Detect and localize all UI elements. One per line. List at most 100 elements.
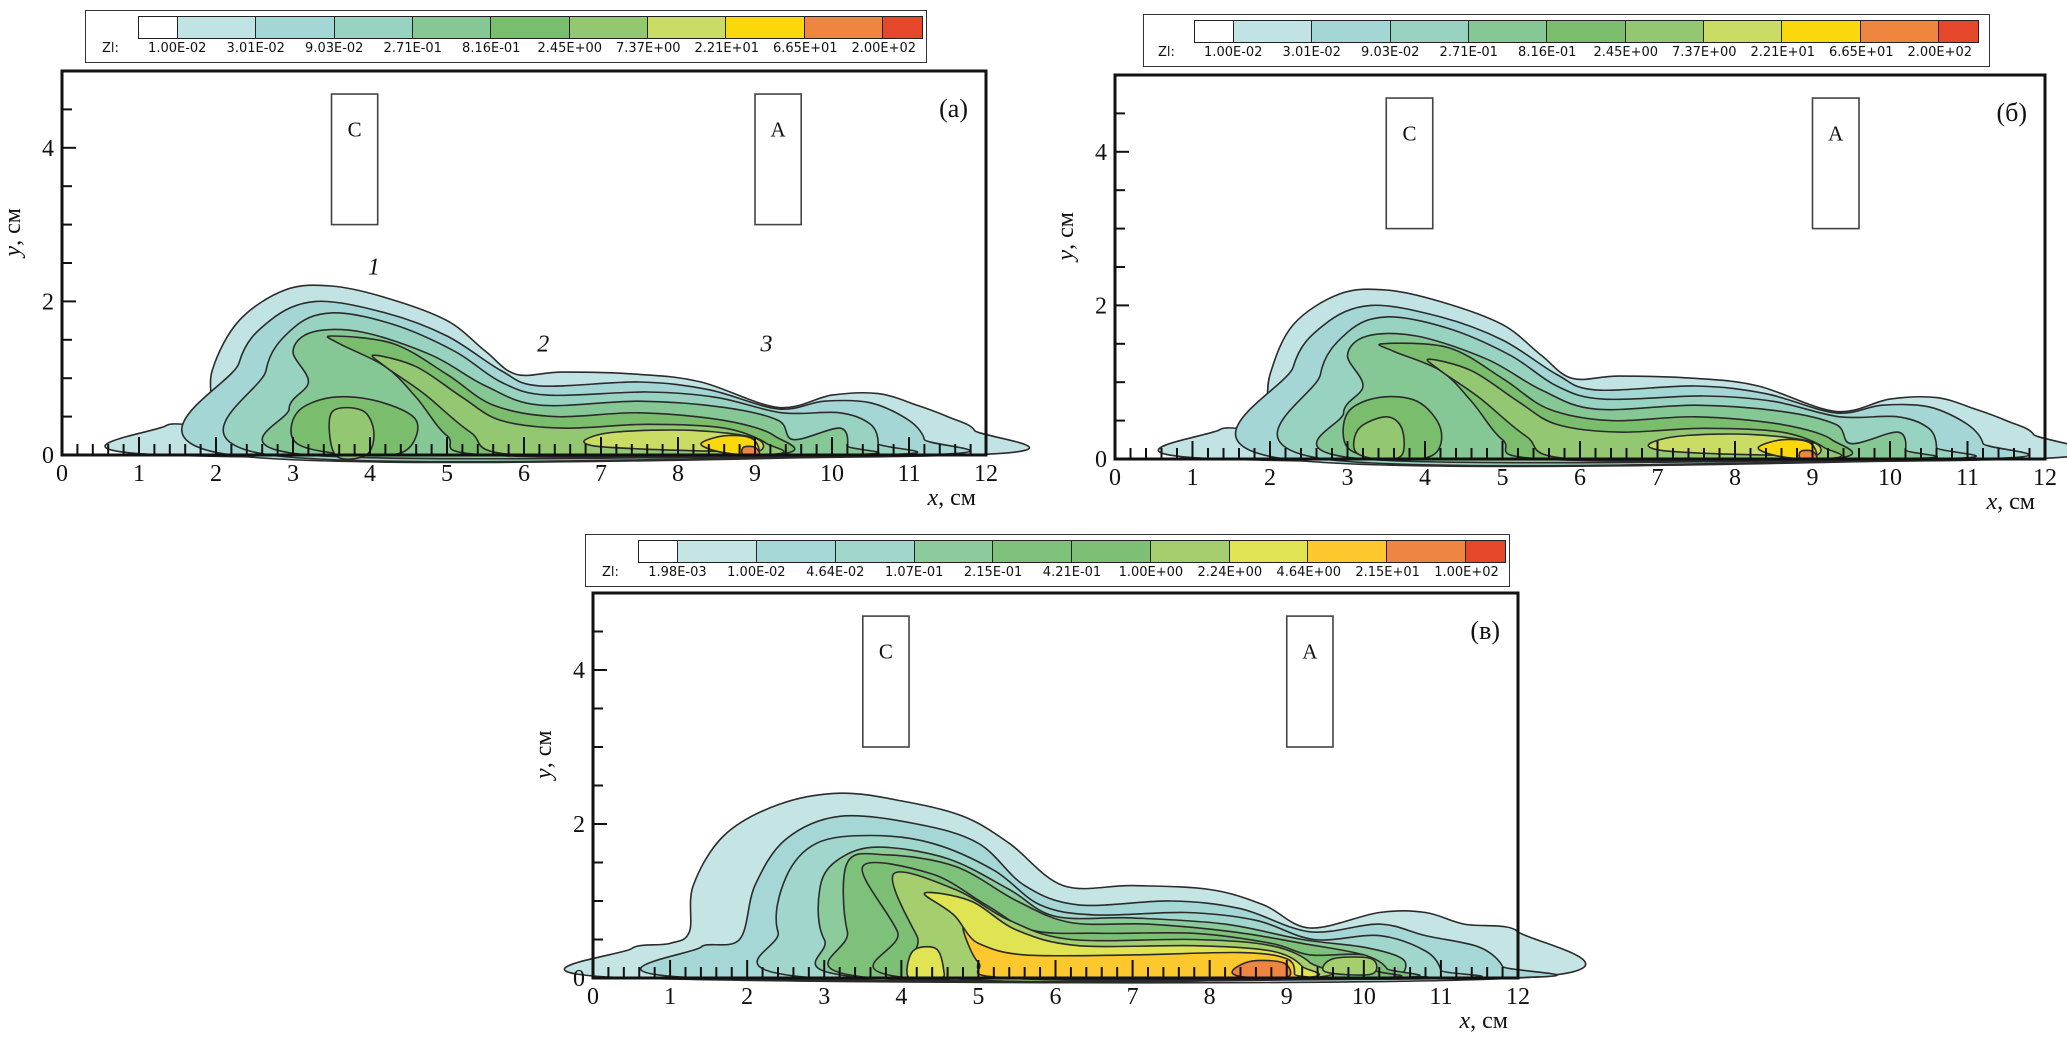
- y-tick-label: 0: [573, 966, 585, 992]
- curve-annotation: 3: [760, 331, 773, 357]
- colorbar-level-label: 6.65E+01: [1828, 45, 1894, 60]
- colorbar-swatch: [882, 17, 922, 38]
- colorbar-legend: Zl: 1.00E-02 3.01E-02 9.03E-02 2.71E-01 8.16E…: [1143, 14, 1990, 67]
- x-axis-title: x, см: [1459, 1008, 1509, 1034]
- colorbar-level-label: 3.01E-02: [226, 41, 285, 56]
- colorbar-swatch: [757, 541, 836, 562]
- colorbar-level-label: 4.64E-02: [806, 565, 865, 580]
- y-tick-label: 2: [1095, 293, 1107, 319]
- curve-annotation: 2: [537, 331, 549, 357]
- colorbar-level-label: 1.07E-01: [884, 565, 944, 580]
- colorbar-level-label: 8.16E-01: [1518, 45, 1577, 60]
- colorbar-swatch: [491, 17, 570, 38]
- x-tick-label: 0: [56, 461, 68, 487]
- x-tick-label: 10: [1878, 465, 1902, 491]
- x-tick-label: 8: [1729, 465, 1741, 491]
- colorbar-level-label: 1.00E-02: [148, 41, 207, 56]
- x-tick-label: 9: [1807, 465, 1819, 491]
- colorbar-level-label: 2.45E+00: [1593, 45, 1659, 60]
- legend-prefix: Zl:: [102, 41, 119, 56]
- colorbar-swatch: [1938, 21, 1978, 42]
- colorbar-swatch: [1150, 541, 1230, 562]
- x-tick-label: 5: [1497, 465, 1509, 491]
- colorbar-level-label: 4.21E-01: [1042, 565, 1102, 580]
- colorbar-level-label: 4.64E+00: [1276, 565, 1342, 580]
- colorbar-level-label: 2.21E+01: [694, 41, 760, 56]
- colorbar-level-label: 1.98E-03: [648, 565, 707, 580]
- electrode-label: A: [771, 117, 787, 141]
- colorbar-swatch: [334, 17, 414, 38]
- electrode-box: [1285, 615, 1334, 748]
- colorbar-swatch: [993, 541, 1073, 562]
- colorbar-swatch: [1860, 21, 1939, 42]
- colorbar-swatch: [1390, 21, 1470, 42]
- colorbar-swatch: [1195, 21, 1235, 42]
- y-axis-title: y, см: [531, 730, 557, 781]
- colorbar-level-label: 9.03E-02: [1361, 45, 1420, 60]
- x-tick-label: 11: [1956, 465, 1979, 491]
- electrode-box: [1385, 97, 1434, 230]
- x-tick-label: 8: [672, 461, 684, 487]
- colorbar-legend: Zl: 1.98E-03 1.00E-02 4.64E-02 1.07E-01 2.15E…: [585, 534, 1510, 587]
- colorbar-swatch: [678, 541, 758, 562]
- colorbar: [1194, 20, 1979, 43]
- colorbar-level-label: 3.01E-02: [1282, 45, 1341, 60]
- x-tick-label: 12: [1506, 984, 1530, 1010]
- x-tick-label: 3: [287, 461, 299, 487]
- colorbar-swatch: [569, 17, 648, 38]
- x-tick-label: 2: [1264, 465, 1276, 491]
- colorbar-swatch: [1072, 541, 1151, 562]
- colorbar-level-label: 2.00E+02: [1907, 45, 1973, 60]
- colorbar-swatch: [1234, 21, 1313, 42]
- x-tick-label: 10: [820, 461, 844, 487]
- x-tick-label: 9: [1281, 984, 1293, 1010]
- contour-regions: [104, 284, 1031, 464]
- colorbar-swatch: [178, 17, 257, 38]
- x-tick-label: 1: [133, 461, 145, 487]
- contour-region: [906, 945, 946, 982]
- contour-regions: [563, 792, 1587, 984]
- x-tick-label: 1: [1187, 465, 1199, 491]
- x-tick-label: 7: [595, 461, 607, 487]
- x-tick-label: 7: [1652, 465, 1664, 491]
- electrode-box: [861, 615, 910, 748]
- colorbar-swatch: [1469, 21, 1548, 42]
- colorbar-legend: Zl: 1.00E-02 3.01E-02 9.03E-02 2.71E-01 8.16E…: [85, 10, 927, 63]
- colorbar-level-label: 1.00E-02: [1204, 45, 1263, 60]
- legend-prefix: Zl:: [1158, 45, 1175, 60]
- colorbar-swatch: [835, 541, 915, 562]
- x-tick-label: 4: [364, 461, 376, 487]
- electrode-box: [1811, 97, 1860, 230]
- legend-prefix: Zl:: [602, 565, 619, 580]
- x-tick-label: 1: [664, 984, 676, 1010]
- x-tick-label: 0: [1109, 465, 1121, 491]
- colorbar-level-label: 2.71E-01: [383, 41, 442, 56]
- y-tick-label: 4: [573, 658, 585, 684]
- electrode-label: A: [1302, 639, 1318, 663]
- x-tick-label: 9: [749, 461, 761, 487]
- colorbar-level-label: 2.71E-01: [1439, 45, 1498, 60]
- colorbar-level-label: 1.00E+02: [1434, 565, 1499, 580]
- x-tick-label: 12: [2033, 465, 2057, 491]
- colorbar-swatch: [1308, 541, 1387, 562]
- x-tick-label: 2: [741, 984, 753, 1010]
- contour-regions: [1157, 288, 2067, 468]
- x-tick-label: 7: [1127, 984, 1139, 1010]
- colorbar-level-label: 9.03E-02: [305, 41, 364, 56]
- x-tick-label: 11: [1429, 984, 1452, 1010]
- electrode-c: C: [861, 615, 910, 748]
- y-tick-label: 4: [42, 136, 54, 162]
- y-tick-label: 4: [1095, 140, 1107, 166]
- electrode-label: C: [348, 117, 362, 141]
- colorbar-swatch: [1625, 21, 1704, 42]
- panel-label: (в): [1470, 616, 1500, 645]
- colorbar-swatch: [1465, 541, 1506, 562]
- x-tick-label: 6: [518, 461, 530, 487]
- colorbar-swatch: [256, 17, 335, 38]
- electrode-label: C: [1402, 121, 1416, 145]
- colorbar-swatch: [1229, 541, 1309, 562]
- colorbar-level-label: 7.37E+00: [615, 41, 681, 56]
- colorbar-swatch: [1386, 541, 1466, 562]
- x-axis-title: x, см: [1986, 489, 2036, 515]
